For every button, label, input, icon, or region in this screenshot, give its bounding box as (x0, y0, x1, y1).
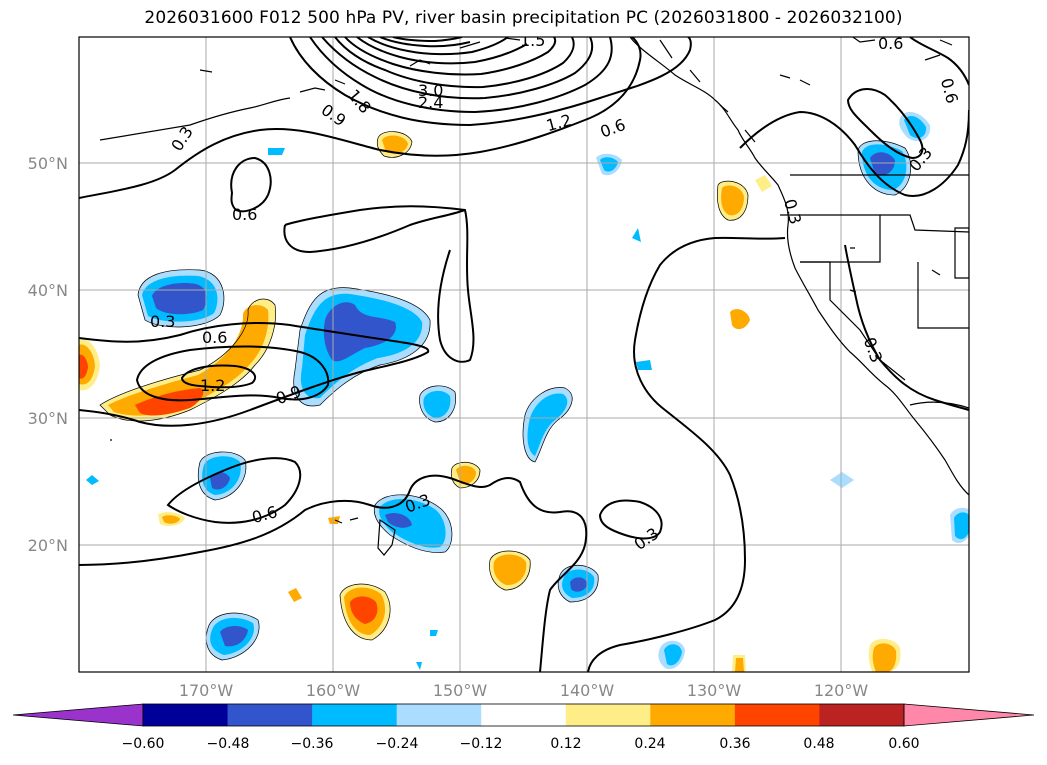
precip-neg-core (220, 626, 248, 647)
contour-label: 2.4 (418, 93, 443, 112)
colorbar-segment (734, 704, 820, 726)
precip-neg-mid (600, 157, 618, 172)
precip-pos-core (350, 596, 378, 624)
graticule (79, 37, 969, 672)
precip-pos-mid (328, 516, 340, 524)
colorbar-extend-low (12, 703, 144, 727)
colorbar-tick: 0.24 (634, 736, 665, 752)
precip-neg-mid (636, 360, 652, 370)
precip-neg-mid (416, 662, 422, 670)
colorbar-tick: 0.12 (550, 736, 581, 752)
precip-neg-mid (379, 499, 446, 548)
lon-label: 150°W (433, 681, 488, 700)
precip-pos-mid (162, 515, 180, 524)
map-frame (78, 36, 970, 673)
lat-label: 20°N (28, 536, 68, 555)
pv-contours (79, 37, 969, 672)
colorbar-tick: −0.12 (460, 736, 503, 752)
longitude-labels: 170°W 160°W 150°W 140°W 130°W 120°W (179, 681, 869, 700)
precip-neg-core (152, 283, 207, 315)
lat-label: 50°N (28, 154, 68, 173)
precip-pos-mid (382, 135, 408, 154)
colorbar-segment (143, 704, 229, 726)
precip-neg-mid (954, 512, 969, 539)
precip-pos-outer (755, 175, 772, 192)
precip-pos-mid (456, 465, 476, 485)
colorbar-segment (396, 704, 482, 726)
latitude-labels: 50°N 40°N 30°N 20°N (28, 154, 68, 555)
precip-neg-mid (632, 228, 641, 242)
colorbar-tick: 0.60 (888, 736, 919, 752)
precip-neg-core (323, 302, 396, 362)
colorbar-extend-high (903, 703, 1035, 727)
lon-label: 160°W (306, 681, 361, 700)
colorbar-segment (227, 704, 313, 726)
contour-label: 1.5 (520, 31, 545, 50)
coastlines (99, 37, 969, 556)
precip-neg-outer (830, 472, 854, 488)
colorbar-tick: −0.36 (291, 736, 334, 752)
precip-neg-mid (430, 630, 438, 636)
precip-neg-mid (86, 475, 99, 485)
precip-neg-mid (664, 644, 682, 666)
colorbar-segment (565, 704, 651, 726)
contour-label: 0.3 (150, 312, 175, 331)
colorbar-tick: −0.24 (376, 736, 419, 752)
colorbar-frame (142, 703, 905, 727)
precip-pos-mid (872, 643, 897, 672)
colorbar-segment (819, 704, 905, 726)
colorbar-segment (312, 704, 398, 726)
precip-neg-core (385, 513, 412, 528)
lon-label: 140°W (560, 681, 615, 700)
precip-pos-mid (730, 309, 750, 330)
colorbar-segment (650, 704, 736, 726)
precip-neg-mid (268, 148, 285, 155)
precip-neg-mid (423, 390, 451, 418)
colorbar-tick: −0.60 (122, 736, 165, 752)
precip-pos-mid (721, 185, 744, 216)
colorbar-tick: 0.48 (803, 736, 834, 752)
precip-pos-mid (288, 588, 302, 602)
contour-label: 3.0 (418, 81, 443, 100)
lon-label: 170°W (179, 681, 234, 700)
precip-pos-core (135, 388, 204, 416)
contour-label: 0.6 (202, 328, 227, 347)
contour-label: 0.6 (232, 205, 257, 224)
precip-neg-core (870, 152, 895, 176)
precip-neg-core (570, 577, 588, 592)
map-title: 2026031600 F012 500 hPa PV, river basin … (144, 8, 903, 28)
precip-neg-core (210, 472, 230, 490)
precip-pos-mid (493, 554, 527, 586)
precip-neg-mid (527, 393, 568, 456)
contour-label: 1.2 (200, 376, 225, 395)
colorbar-tick: 0.36 (719, 736, 750, 752)
lon-label: 130°W (687, 681, 742, 700)
lat-label: 40°N (28, 281, 68, 300)
lat-label: 30°N (28, 409, 68, 428)
colorbar-tick: −0.48 (207, 736, 250, 752)
precip-fills (79, 111, 969, 672)
colorbar: −0.60 −0.48 −0.36 −0.24 −0.12 0.12 0.24 … (12, 703, 1035, 752)
contour-labels: 0.3 0.6 0.9 1.2 1.5 2.4 3.0 0.6 0.6 0.3 … (150, 31, 962, 554)
precip-pos-mid (735, 658, 744, 672)
lon-label: 120°W (814, 681, 869, 700)
colorbar-segment (481, 704, 567, 726)
precip-pos-core (79, 354, 88, 379)
contour-label: 0.6 (878, 34, 903, 53)
